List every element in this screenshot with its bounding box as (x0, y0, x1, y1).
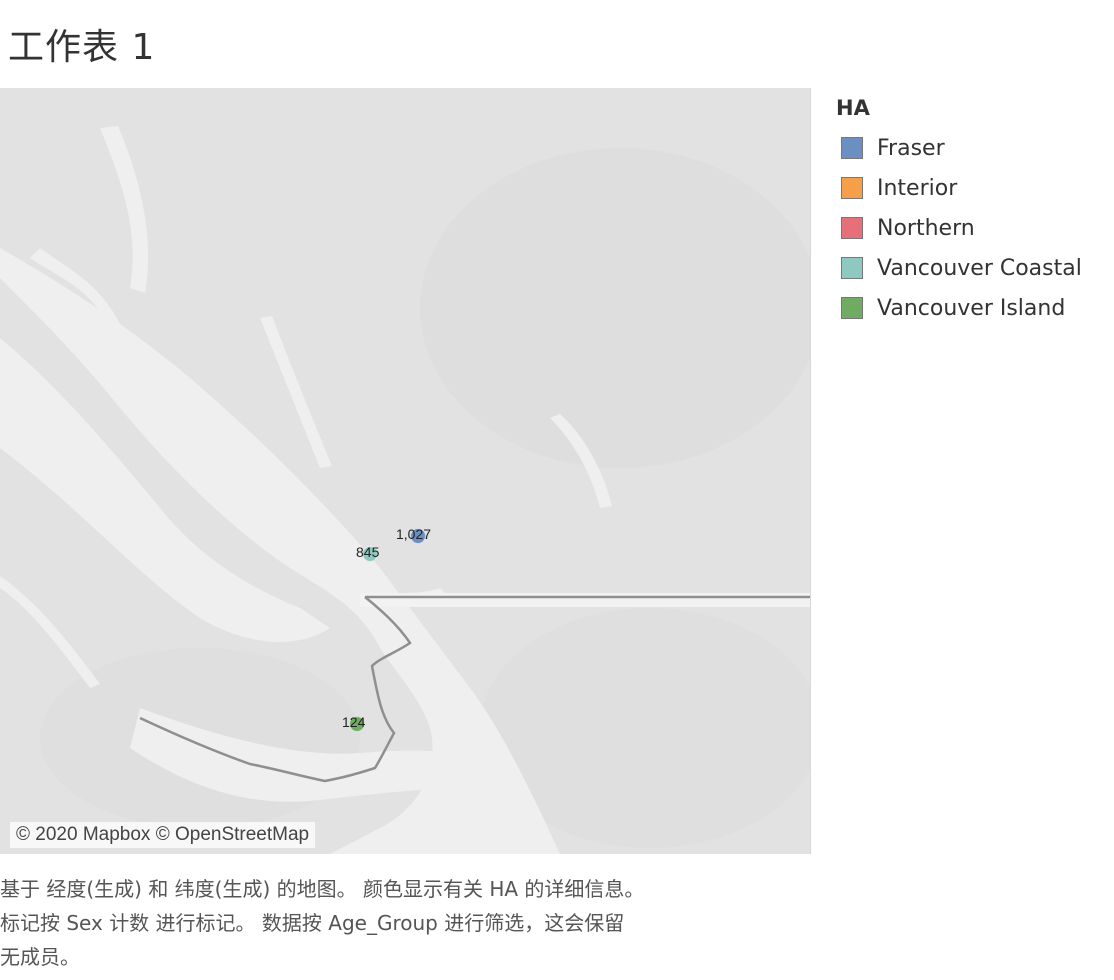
sheet-title: 工作表 1 (8, 27, 156, 68)
legend-item-interior[interactable]: Interior (836, 168, 1106, 208)
legend-label: Vancouver Coastal (877, 255, 1082, 281)
legend-swatch (841, 297, 863, 319)
map-mark-label-fraser: 1,027 (396, 526, 432, 542)
map-background (0, 88, 810, 854)
sheet-caption: 基于 经度(生成) 和 纬度(生成) 的地图。 颜色显示有关 HA 的详细信息。… (0, 872, 780, 974)
caption-line-2: 标记按 Sex 计数 进行标记。 数据按 Age_Group 进行筛选，这会保留 (0, 911, 625, 935)
legend-swatch (841, 217, 863, 239)
map-attribution[interactable]: © 2020 Mapbox © OpenStreetMap (10, 822, 316, 848)
legend-label: Fraser (877, 135, 945, 161)
legend-item-northern[interactable]: Northern (836, 208, 1106, 248)
map-mark-vancouver-island[interactable] (349, 716, 365, 732)
map-mark-label-vancouver-island: 124 (342, 714, 366, 730)
legend-swatch (841, 137, 863, 159)
caption-line-1: 基于 经度(生成) 和 纬度(生成) 的地图。 颜色显示有关 HA 的详细信息。 (0, 877, 645, 901)
legend-item-vancouver-coastal[interactable]: Vancouver Coastal (836, 248, 1106, 288)
legend-label: Interior (877, 175, 958, 201)
color-legend: HA Fraser Interior Northern Vancouver Co… (836, 96, 1106, 328)
caption-line-3: 无成员。 (0, 945, 80, 969)
map-mark-vancouver-coastal[interactable] (362, 546, 378, 562)
legend-item-vancouver-island[interactable]: Vancouver Island (836, 288, 1106, 328)
legend-label: Northern (877, 215, 975, 241)
legend-swatch (841, 257, 863, 279)
legend-item-fraser[interactable]: Fraser (836, 128, 1106, 168)
map-mark-label-vancouver-coastal: 845 (356, 544, 380, 560)
legend-title: HA (836, 96, 870, 120)
legend-swatch (841, 177, 863, 199)
map-view[interactable]: 1,027 845 124 © 2020 Mapbox © OpenStreet… (0, 88, 811, 854)
legend-label: Vancouver Island (877, 295, 1066, 321)
map-mark-fraser[interactable] (410, 528, 426, 544)
